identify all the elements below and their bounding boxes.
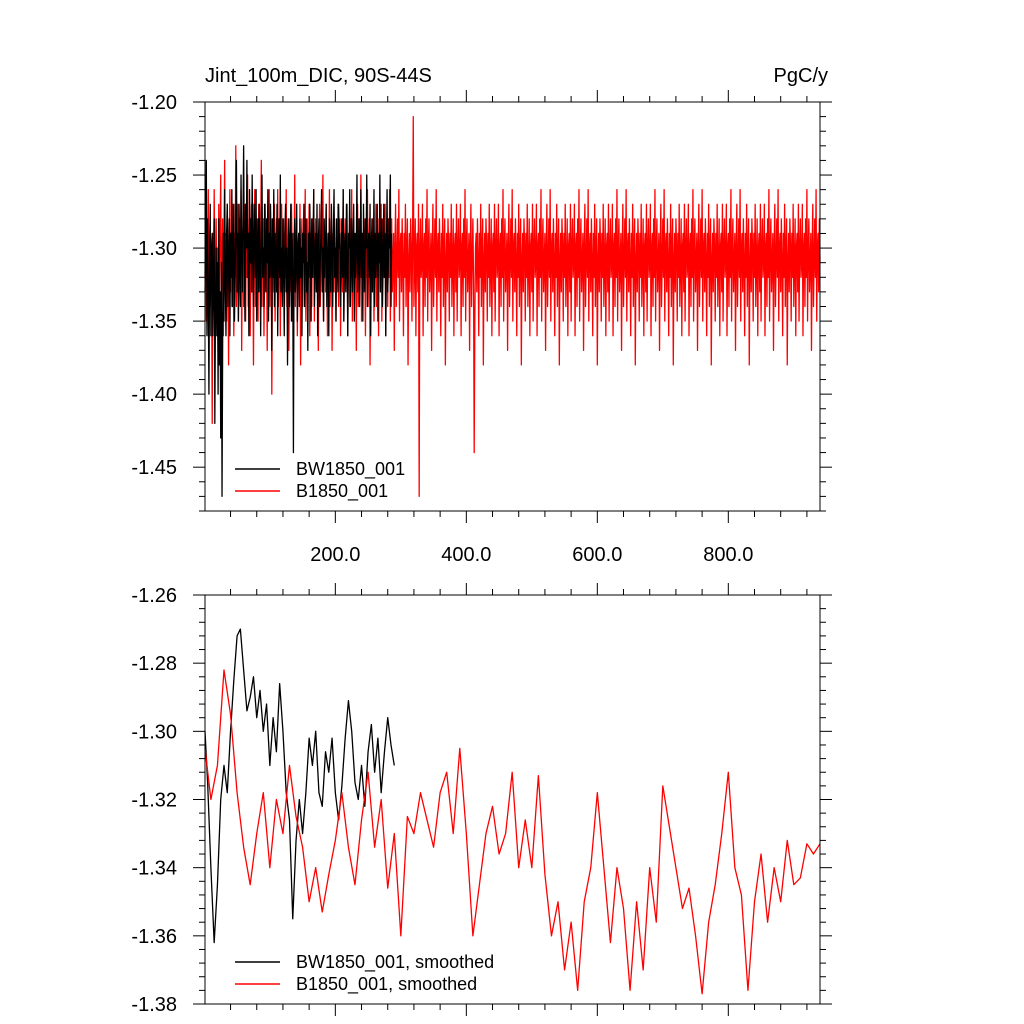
bottom-panel-ticks (193, 583, 832, 1016)
series-line-0 (204, 628, 395, 944)
y-tick-label: -1.35 (131, 311, 177, 333)
top-panel-units: PgC/y (774, 65, 828, 87)
y-tick-label: -1.28 (131, 653, 177, 675)
x-tick-label: 600.0 (572, 544, 622, 566)
bottom-panel: -1.26 -1.28 -1.30 -1.32 -1.34 -1.36 -1.38 BW18… (131, 583, 832, 1016)
y-tick-label: -1.30 (131, 238, 177, 260)
y-tick-label: -1.25 (131, 165, 177, 187)
top-panel-series (204, 115, 821, 498)
bottom-panel-series (204, 628, 821, 995)
y-tick-label: -1.32 (131, 790, 177, 812)
series-line-1 (204, 669, 821, 995)
y-tick-label: -1.36 (131, 926, 177, 948)
bottom-legend: BW1850_001, smoothed B1850_001, smoothed (235, 952, 494, 995)
top-legend-label-bw: BW1850_001 (296, 459, 405, 480)
top-panel: Jint_100m_DIC, 90S-44S PgC/y -1.20-1.25-… (131, 65, 832, 566)
top-legend-label-b: B1850_001 (296, 481, 388, 502)
top-panel-tick-labels: -1.20 -1.25 -1.30 -1.35 -1.40 -1.45 200.0 400.0… (131, 92, 753, 566)
bottom-panel-tick-labels: -1.26 -1.28 -1.30 -1.32 -1.34 -1.36 -1.38 (131, 585, 177, 1016)
series-line-1 (204, 115, 821, 498)
y-tick-label: -1.40 (131, 384, 177, 406)
bottom-panel-frame (204, 594, 821, 1005)
top-panel-title: Jint_100m_DIC, 90S-44S (205, 65, 432, 87)
y-tick-label: -1.26 (131, 585, 177, 607)
x-tick-label: 800.0 (703, 544, 753, 566)
y-tick-label: -1.30 (131, 721, 177, 743)
bottom-legend-label-b: B1850_001, smoothed (296, 974, 477, 995)
top-panel-frame (204, 101, 821, 512)
x-tick-label: 400.0 (441, 544, 491, 566)
x-tick-label: 200.0 (310, 544, 360, 566)
top-legend: BW1850_001 B1850_001 (235, 459, 405, 502)
top-panel-ticks (193, 90, 832, 523)
bottom-legend-label-bw: BW1850_001, smoothed (296, 952, 494, 973)
y-tick-label: -1.38 (131, 994, 177, 1016)
y-tick-label: -1.20 (131, 92, 177, 114)
y-tick-label: -1.45 (131, 457, 177, 479)
y-tick-label: -1.34 (131, 858, 177, 880)
series-line-0 (204, 145, 393, 498)
